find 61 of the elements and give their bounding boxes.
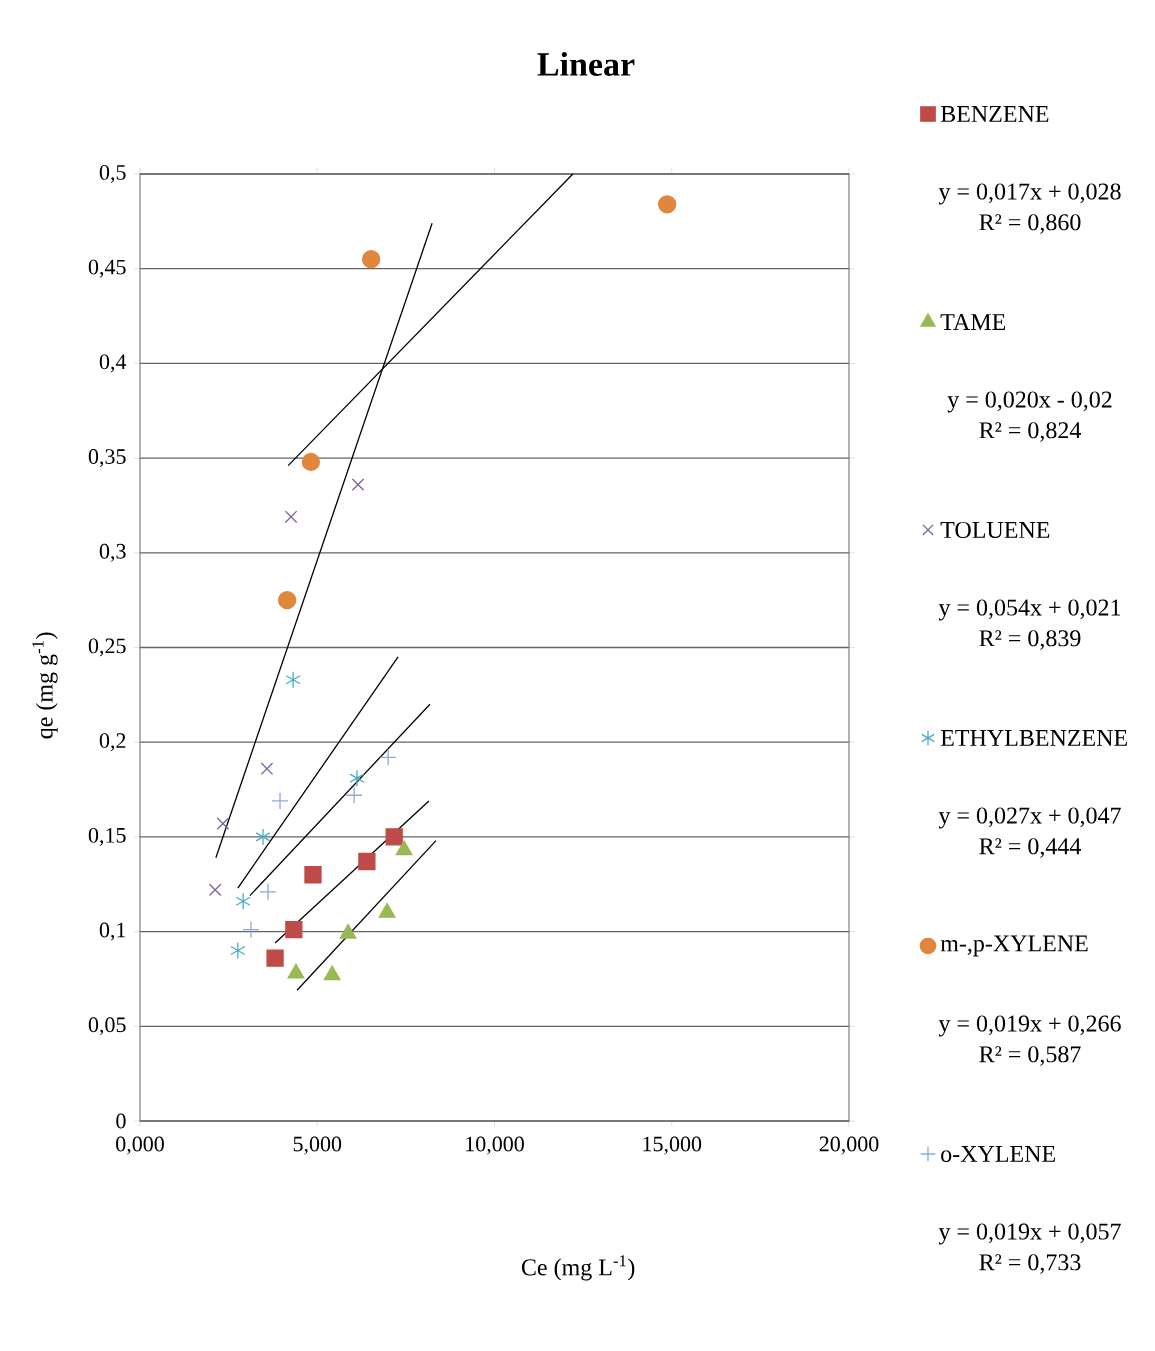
y-tick-label: 0,4 xyxy=(99,354,127,373)
x-tick-label: 10,000 xyxy=(466,1136,524,1155)
y-tick-label: 0,1 xyxy=(99,922,126,941)
text: R² = 0,839 xyxy=(979,630,1081,650)
point xyxy=(277,590,297,610)
legend-label: BENZENE xyxy=(940,106,1049,122)
text: y = 0,019x + 0,266 xyxy=(938,1015,1121,1037)
chart-title: Linear xyxy=(537,52,635,76)
x-tick-label: 20,000 xyxy=(819,1136,879,1155)
x-tick-label: 15,000 xyxy=(643,1136,702,1155)
point xyxy=(385,828,403,846)
y-tick-label: 0,45 xyxy=(88,259,126,278)
point xyxy=(301,452,321,472)
y-tick-label: 0,5 xyxy=(99,164,126,183)
point xyxy=(361,250,381,269)
point xyxy=(285,671,301,689)
text: R² = 0,444 xyxy=(979,838,1081,858)
x-axis-title: Ce (mg L$^{-1}$) xyxy=(521,1255,635,1281)
point xyxy=(379,748,397,766)
legend-label: m-,p-XYLENE xyxy=(940,935,1088,957)
y-tick-label: 0,05 xyxy=(88,1017,126,1036)
x-tick-label: 0,000 xyxy=(116,1136,164,1155)
point xyxy=(208,883,222,897)
point xyxy=(216,817,230,830)
y-tick-label: 0,25 xyxy=(88,638,126,657)
point xyxy=(345,786,363,804)
point xyxy=(235,892,251,910)
text: R² = 0,860 xyxy=(979,214,1081,234)
y-tick-label: 0,2 xyxy=(99,733,126,752)
y-tick-label: 0,3 xyxy=(99,543,126,562)
point xyxy=(285,921,303,939)
text: y = 0,017x + 0,028 xyxy=(938,183,1121,205)
point xyxy=(349,769,365,787)
text: R² = 0,824 xyxy=(979,422,1081,442)
y-axis-title: qe (mg g$^{-1}$) xyxy=(32,632,58,739)
point xyxy=(255,828,271,846)
point xyxy=(351,478,365,491)
point xyxy=(304,866,322,884)
legend-label: ETHYLBENZENE xyxy=(940,730,1127,746)
point xyxy=(242,921,260,939)
text: y = 0,027x + 0,047 xyxy=(938,807,1121,829)
y-tick-label: 0,15 xyxy=(88,827,126,846)
point xyxy=(230,941,246,960)
point xyxy=(358,852,376,871)
point xyxy=(259,883,277,901)
point xyxy=(266,949,284,967)
legend-label: TAME xyxy=(940,314,1006,330)
x-tick-label: 5,000 xyxy=(293,1136,342,1155)
legend-label: o-XYLENE xyxy=(941,1146,1055,1162)
text: y = 0,020x - 0,02 xyxy=(947,391,1112,413)
text: y = 0,019x + 0,057 xyxy=(938,1223,1121,1245)
point xyxy=(260,762,274,776)
legend-label: TOLUENE xyxy=(940,521,1050,539)
y-tick-label: 0,35 xyxy=(88,449,126,468)
point xyxy=(271,792,289,810)
text: y = 0,054x + 0,021 xyxy=(938,599,1121,621)
y-tick-label: 0 xyxy=(116,1113,126,1129)
point xyxy=(657,195,677,214)
text: R² = 0,587 xyxy=(979,1046,1081,1066)
text: R² = 0,733 xyxy=(979,1254,1081,1274)
point xyxy=(284,510,298,524)
